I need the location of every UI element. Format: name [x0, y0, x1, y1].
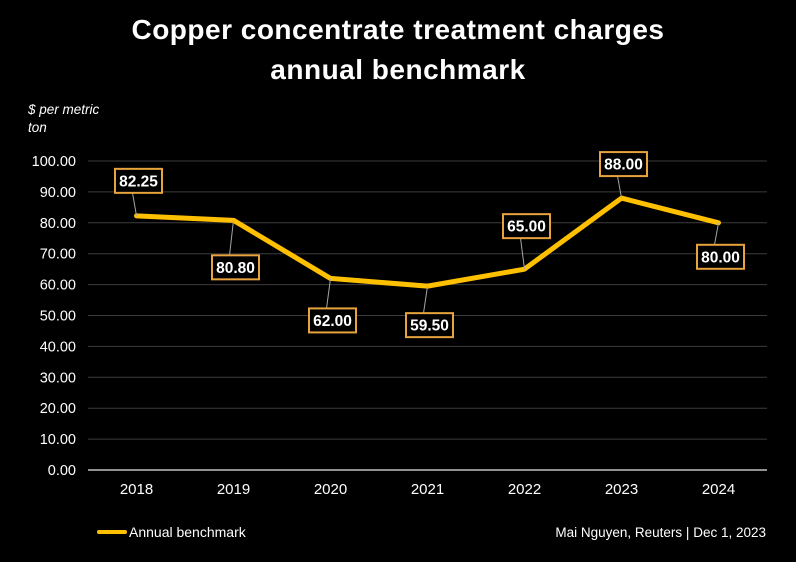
- x-tick-label: 2018: [120, 481, 153, 498]
- data-label-box: [308, 307, 357, 334]
- y-tick-label: 20.00: [40, 401, 76, 417]
- leader-line: [520, 238, 525, 270]
- chart-title: Copper concentrate treatment charges ann…: [0, 10, 796, 90]
- x-tick-label: 2019: [217, 481, 250, 498]
- y-tick-label: 30.00: [40, 370, 76, 386]
- x-tick-label: 2024: [702, 481, 735, 498]
- x-tick-label: 2022: [508, 481, 541, 498]
- data-label: 65.00: [507, 219, 546, 236]
- legend: Annual benchmark: [97, 524, 246, 540]
- y-tick-label: 70.00: [40, 247, 76, 263]
- y-axis-unit-label: $ per metric ton: [28, 102, 100, 135]
- data-label-box: [114, 167, 163, 194]
- leader-line: [229, 220, 234, 256]
- leader-line: [617, 175, 622, 199]
- chart-title-line2: annual benchmark: [270, 54, 526, 85]
- data-label: 88.00: [604, 157, 643, 174]
- x-tick-label: 2021: [411, 481, 444, 498]
- x-tick-label: 2023: [605, 481, 638, 498]
- x-tick-label: 2020: [314, 481, 347, 498]
- attribution: Mai Nguyen, Reuters | Dec 1, 2023: [555, 525, 766, 540]
- y-tick-label: 90.00: [40, 185, 76, 201]
- y-tick-label: 40.00: [40, 339, 76, 355]
- data-label-box: [502, 213, 551, 240]
- data-label-box: [696, 243, 745, 270]
- data-label: 82.25: [119, 173, 158, 190]
- data-label-box: [405, 312, 454, 339]
- legend-label: Annual benchmark: [129, 524, 246, 540]
- data-label: 59.50: [410, 318, 449, 335]
- legend-line-swatch: [97, 530, 127, 534]
- y-tick-label: 0.00: [48, 463, 76, 479]
- y-tick-label: 80.00: [40, 216, 76, 232]
- data-label-box: [599, 151, 648, 178]
- y-tick-label: 60.00: [40, 278, 76, 294]
- leader-line: [714, 222, 719, 245]
- chart-title-line1: Copper concentrate treatment charges: [131, 14, 665, 45]
- data-label-box: [211, 254, 260, 281]
- data-label: 62.00: [313, 313, 352, 330]
- leader-line: [326, 278, 331, 309]
- data-label: 80.00: [701, 249, 740, 266]
- y-tick-label: 50.00: [40, 309, 76, 325]
- data-label: 80.80: [216, 260, 255, 277]
- y-tick-label: 100.00: [32, 154, 76, 170]
- leader-line: [423, 286, 428, 314]
- y-tick-label: 10.00: [40, 432, 76, 448]
- leader-line: [132, 192, 137, 216]
